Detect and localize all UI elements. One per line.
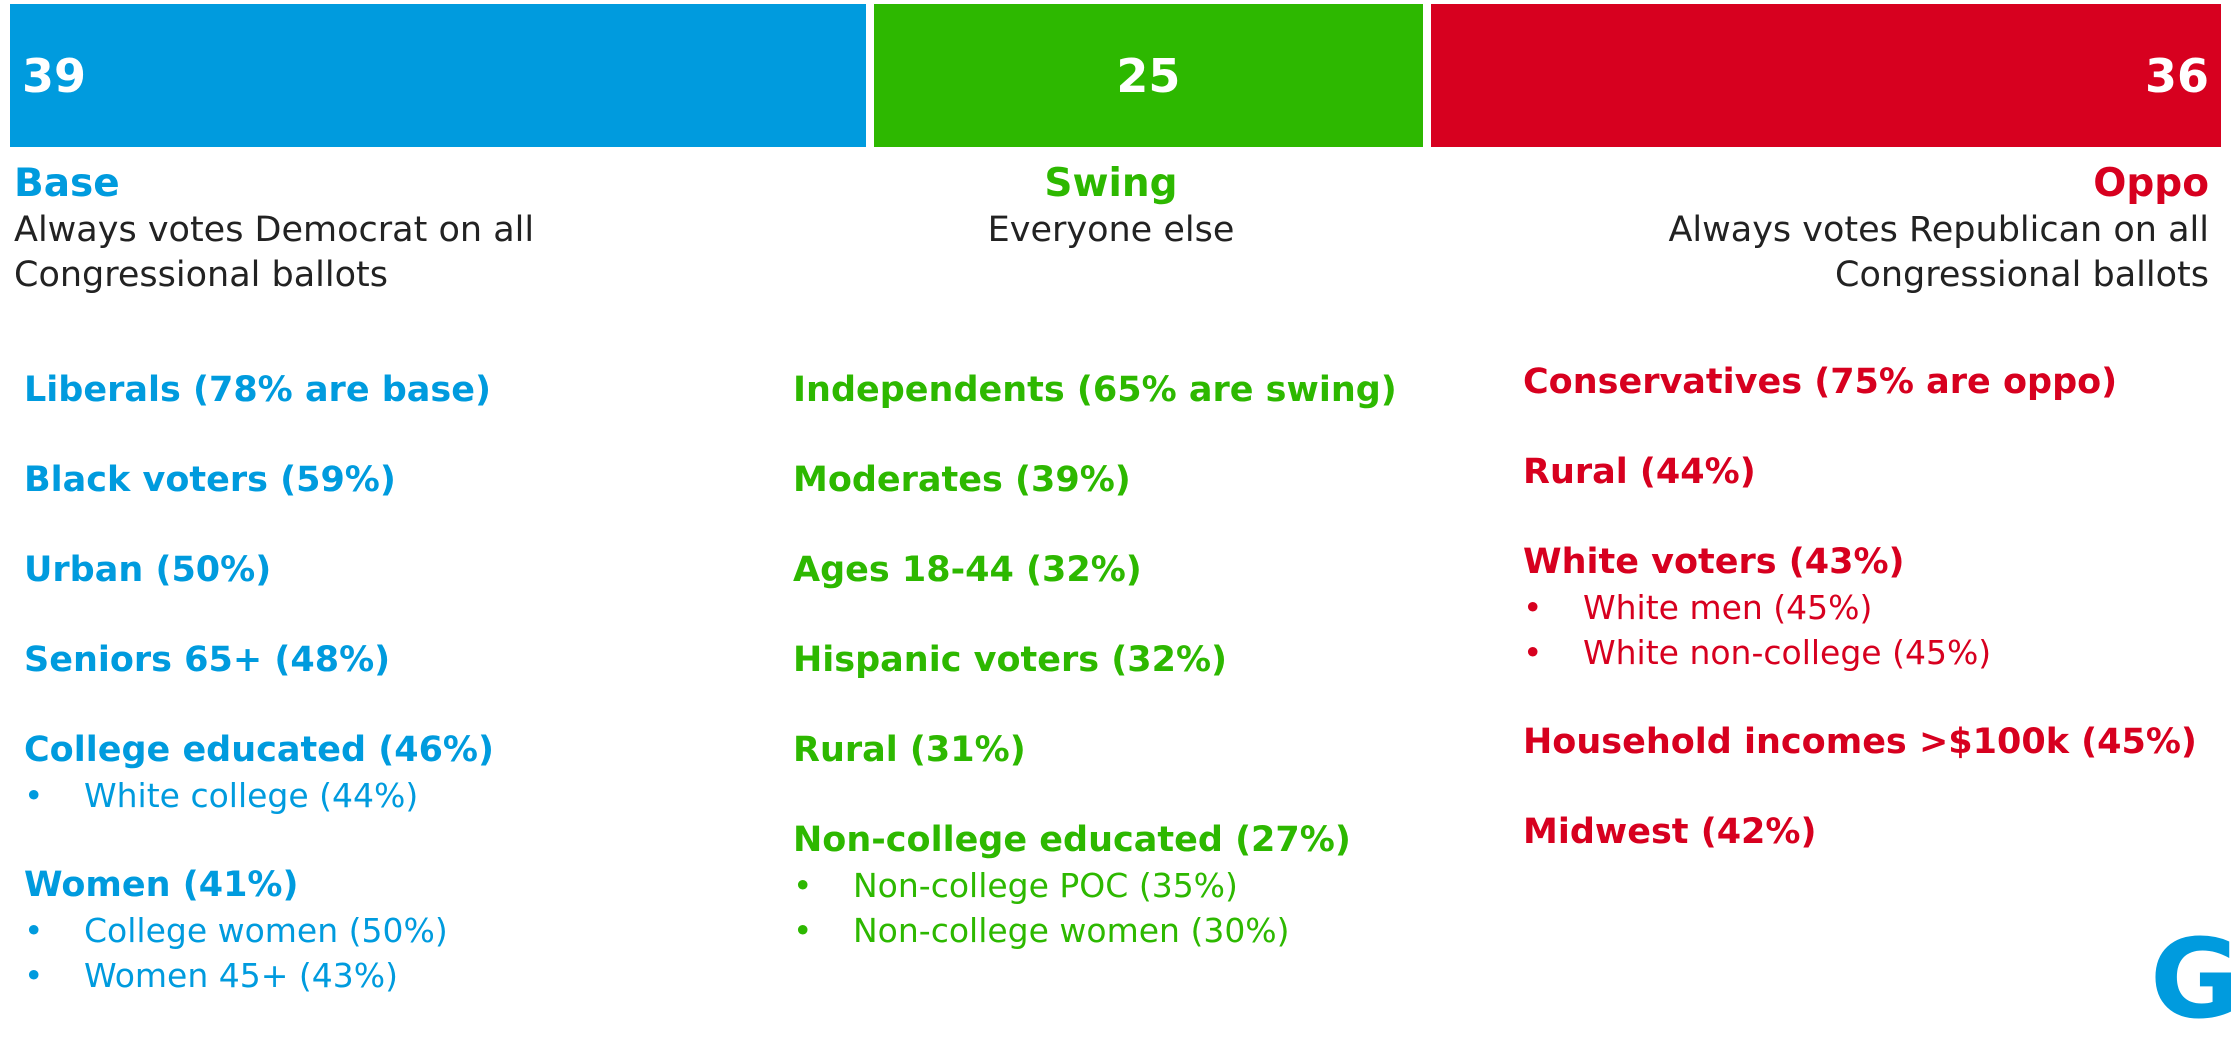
group-heading: Seniors 65+ (48%) (24, 640, 391, 680)
group-heading: Liberals (78% are base) (24, 370, 491, 410)
group-item: White men (45%) (1523, 585, 2203, 630)
group: White voters (43%)White men (45%)White n… (1523, 540, 2203, 675)
group: Non-college educated (27%)Non-college PO… (793, 818, 1473, 953)
group-heading: Rural (31%) (793, 730, 1026, 770)
group-heading: Moderates (39%) (793, 460, 1131, 500)
group-heading: Black voters (59%) (24, 460, 396, 500)
value-label: 39 (22, 48, 87, 103)
group-column: Liberals (78% are base) Black voters (59%… (24, 368, 704, 1043)
value-label: 25 (1116, 48, 1181, 103)
group-item: White college (44%) (24, 773, 704, 818)
segment-name: Base (14, 161, 120, 206)
group-heading: Hispanic voters (32%) (793, 640, 1228, 680)
group-heading: White voters (43%) (1523, 542, 1905, 582)
slide: 39 25 36 Base Always votes Democrat on all … (0, 0, 2231, 993)
group: Liberals (78% are base) (24, 368, 704, 413)
segment-name: Swing (1044, 161, 1178, 206)
group: Midwest (42%) (1523, 810, 2203, 855)
group-item: College women (50%) (24, 908, 704, 953)
group: College educated (46%)White college (44%… (24, 728, 704, 818)
group-heading: Non-college educated (27%) (793, 820, 1351, 860)
group: Rural (31%) (793, 728, 1473, 773)
group-heading: Ages 18-44 (32%) (793, 550, 1142, 590)
bar-segment: 36 (1430, 4, 2221, 147)
group: Seniors 65+ (48%) (24, 638, 704, 683)
value-label: 36 (2144, 48, 2209, 103)
group-heading: Conservatives (75% are oppo) (1523, 362, 2118, 402)
segment-label: Oppo Always votes Republican on all Congr… (1609, 160, 2209, 298)
bar-segment: 39 (10, 4, 867, 147)
group: Urban (50%) (24, 548, 704, 593)
logo: GS (2150, 915, 2231, 1043)
bar-segment: 25 (874, 4, 1423, 147)
group: Rural (44%) (1523, 450, 2203, 495)
group: Black voters (59%) (24, 458, 704, 503)
group-column: Independents (65% are swing) Moderates (3… (793, 368, 1473, 998)
segment-description: Always votes Democrat on all Congression… (14, 210, 535, 295)
segment-description: Always votes Republican on all Congressi… (1668, 210, 2209, 295)
group: Women (41%)College women (50%)Women 45+ … (24, 863, 704, 998)
group-heading: College educated (46%) (24, 730, 494, 770)
stacked-bar: 39 25 36 (10, 4, 2221, 147)
group: Ages 18-44 (32%) (793, 548, 1473, 593)
group-item: Non-college POC (35%) (793, 863, 1473, 908)
group: Household incomes >$100k (45%) (1523, 720, 2203, 765)
group-heading: Midwest (42%) (1523, 812, 1817, 852)
segment-description: Everyone else (987, 210, 1235, 250)
group-heading: Independents (65% are swing) (793, 370, 1397, 410)
group-item: Women 45+ (43%) (24, 953, 704, 998)
group: Independents (65% are swing) (793, 368, 1473, 413)
group-heading: Urban (50%) (24, 550, 272, 590)
group: Moderates (39%) (793, 458, 1473, 503)
group-heading: Women (41%) (24, 865, 299, 905)
segment-name: Oppo (2093, 161, 2209, 206)
group-column: Conservatives (75% are oppo) Rural (44%) W… (1523, 360, 2203, 900)
group-item: Non-college women (30%) (793, 908, 1473, 953)
segment-label: Base Always votes Democrat on all Congres… (14, 160, 614, 298)
segment-label: Swing Everyone else (811, 160, 1411, 253)
group-heading: Household incomes >$100k (45%) (1523, 722, 2197, 762)
group: Conservatives (75% are oppo) (1523, 360, 2203, 405)
group: Hispanic voters (32%) (793, 638, 1473, 683)
group-item: White non-college (45%) (1523, 630, 2203, 675)
group-heading: Rural (44%) (1523, 452, 1756, 492)
